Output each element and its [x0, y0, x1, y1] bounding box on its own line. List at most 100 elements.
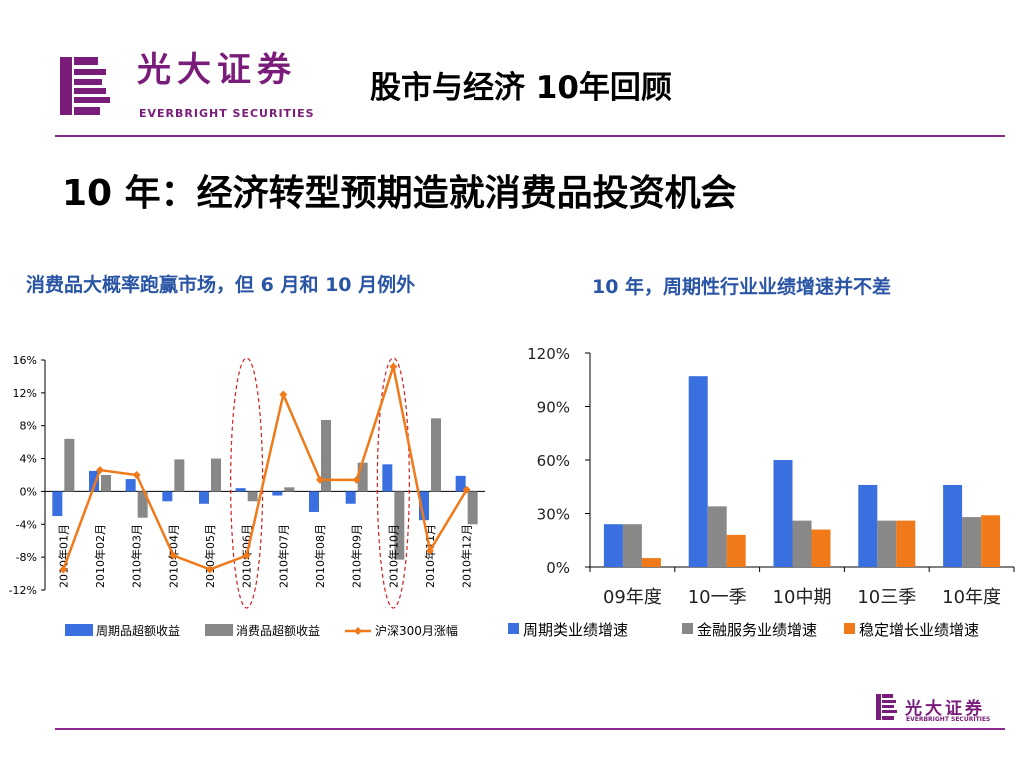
bar-series-2: [877, 520, 897, 567]
bar-cyclical: [272, 491, 283, 496]
left-chart-title: 消费品大概率跑赢市场，但 6 月和 10 月例外: [26, 274, 416, 296]
legend-swatch-marker: [354, 627, 362, 635]
legend-swatch: [508, 623, 519, 634]
point-hs300: [462, 485, 471, 494]
bar-consumer: [467, 491, 478, 525]
footer-divider: [55, 728, 1005, 730]
everbright-logo-icon: [60, 57, 110, 115]
y-tick-label: 60%: [537, 452, 570, 470]
point-hs300: [132, 471, 141, 479]
legend-swatch: [844, 623, 855, 634]
bar-cyclical: [199, 491, 209, 504]
bar-series-2: [622, 524, 642, 567]
bar-series-3: [981, 515, 1001, 567]
footer-logo-icon: [876, 694, 897, 720]
point-hs300: [426, 546, 434, 555]
bar-cyclical: [125, 479, 136, 492]
x-tick-label: 2010年10月: [386, 524, 400, 588]
bar-cyclical: [162, 491, 173, 502]
bar-series-2: [707, 506, 727, 567]
point-hs300: [59, 565, 68, 574]
legend-label: 周期品超额收益: [96, 623, 180, 638]
bar-consumer: [357, 462, 368, 492]
point-hs300: [96, 466, 104, 475]
x-tick-label: 2010年05月: [203, 524, 217, 588]
legend-label: 周期类业绩增速: [523, 621, 628, 639]
point-hs300: [389, 362, 398, 371]
brand-name-en: EVERBRIGHT SECURITIES: [139, 107, 315, 120]
x-tick-label: 10一季: [688, 587, 747, 608]
right-chart: 120% 90% 60% 30% 0% 09年度 10一季 10中期 10三季 10年度周期类业绩…: [508, 345, 1015, 639]
bar-cyclical: [382, 464, 393, 492]
bar-series-1: [943, 484, 963, 567]
bar-consumer: [247, 491, 258, 502]
highlight-ellipse: [376, 357, 410, 609]
bar-cyclical: [345, 491, 356, 504]
point-hs300: [279, 390, 288, 399]
brand-name-cn: 光大证券: [137, 50, 297, 90]
y-tick-label: -8%: [16, 551, 37, 564]
bar-consumer: [394, 491, 405, 560]
bar-consumer: [174, 459, 185, 492]
bar-consumer: [431, 418, 441, 492]
legend-swatch: [65, 624, 93, 636]
legend-label: 稳定增长业绩增速: [859, 621, 979, 639]
y-tick-label: 0%: [20, 485, 37, 498]
bar-series-3: [896, 520, 916, 567]
x-tick-label: 2010年08月: [313, 524, 327, 588]
bar-cyclical: [419, 491, 429, 521]
x-tick-label: 2010年03月: [130, 524, 144, 588]
bar-consumer: [64, 438, 75, 492]
point-hs300: [352, 475, 361, 484]
legend-label: 沪深300月涨幅: [375, 623, 458, 638]
legend-swatch: [682, 623, 693, 634]
point-hs300: [206, 565, 214, 574]
point-hs300: [316, 475, 324, 484]
point-hs300: [169, 551, 178, 560]
x-tick-label: 2010年09月: [350, 524, 364, 588]
right-chart-title: 10 年，周期性行业业绩增速并不差: [592, 276, 892, 298]
bar-consumer: [101, 475, 111, 492]
legend-label: 金融服务业绩增速: [697, 621, 817, 639]
bar-cyclical: [235, 488, 246, 492]
bar-series-1: [773, 460, 793, 567]
bar-cyclical: [309, 491, 319, 512]
x-tick-label: 10年度: [942, 587, 1001, 608]
y-tick-label: 4%: [20, 453, 37, 466]
bar-series-3: [811, 529, 831, 567]
y-tick-label: 8%: [20, 420, 37, 433]
bar-consumer: [211, 458, 221, 492]
bar-consumer: [137, 491, 148, 518]
y-tick-label: 120%: [527, 345, 570, 363]
bar-series-3: [641, 558, 661, 567]
bar-series-1: [858, 484, 878, 567]
bar-series-1: [688, 376, 708, 567]
x-tick-label: 2010年01月: [56, 524, 70, 588]
bar-series-1: [603, 524, 623, 567]
y-tick-label: 30%: [537, 506, 570, 524]
x-tick-label: 09年度: [603, 587, 662, 608]
bar-consumer: [284, 487, 295, 492]
bar-series-3: [726, 534, 746, 567]
point-hs300: [242, 551, 251, 560]
x-tick-label: 2010年07月: [276, 524, 290, 588]
x-tick-label: 2010年12月: [460, 524, 474, 588]
slide-subtitle: 10 年：经济转型预期造就消费品投资机会: [62, 173, 737, 214]
bar-consumer: [321, 419, 331, 492]
bar-cyclical: [455, 475, 466, 492]
legend-label: 消费品超额收益: [236, 623, 320, 638]
bar-cyclical: [52, 491, 63, 517]
bar-cyclical: [89, 470, 99, 492]
y-tick-label: 16%: [13, 354, 37, 367]
footer-brand-en: EVERBRIGHT SECURITIES: [906, 716, 991, 723]
x-tick-label: 2010年11月: [423, 524, 437, 588]
y-tick-label: -4%: [16, 518, 37, 531]
y-tick-label: 90%: [537, 399, 570, 417]
x-tick-label: 10中期: [773, 587, 832, 608]
y-tick-label: 0%: [546, 559, 570, 577]
header-divider: [55, 135, 1005, 137]
x-tick-label: 10三季: [857, 587, 916, 608]
y-tick-label: -12%: [9, 584, 37, 597]
slide-title: 股市与经济 10年回顾: [370, 70, 672, 106]
y-tick-label: 12%: [13, 387, 37, 400]
